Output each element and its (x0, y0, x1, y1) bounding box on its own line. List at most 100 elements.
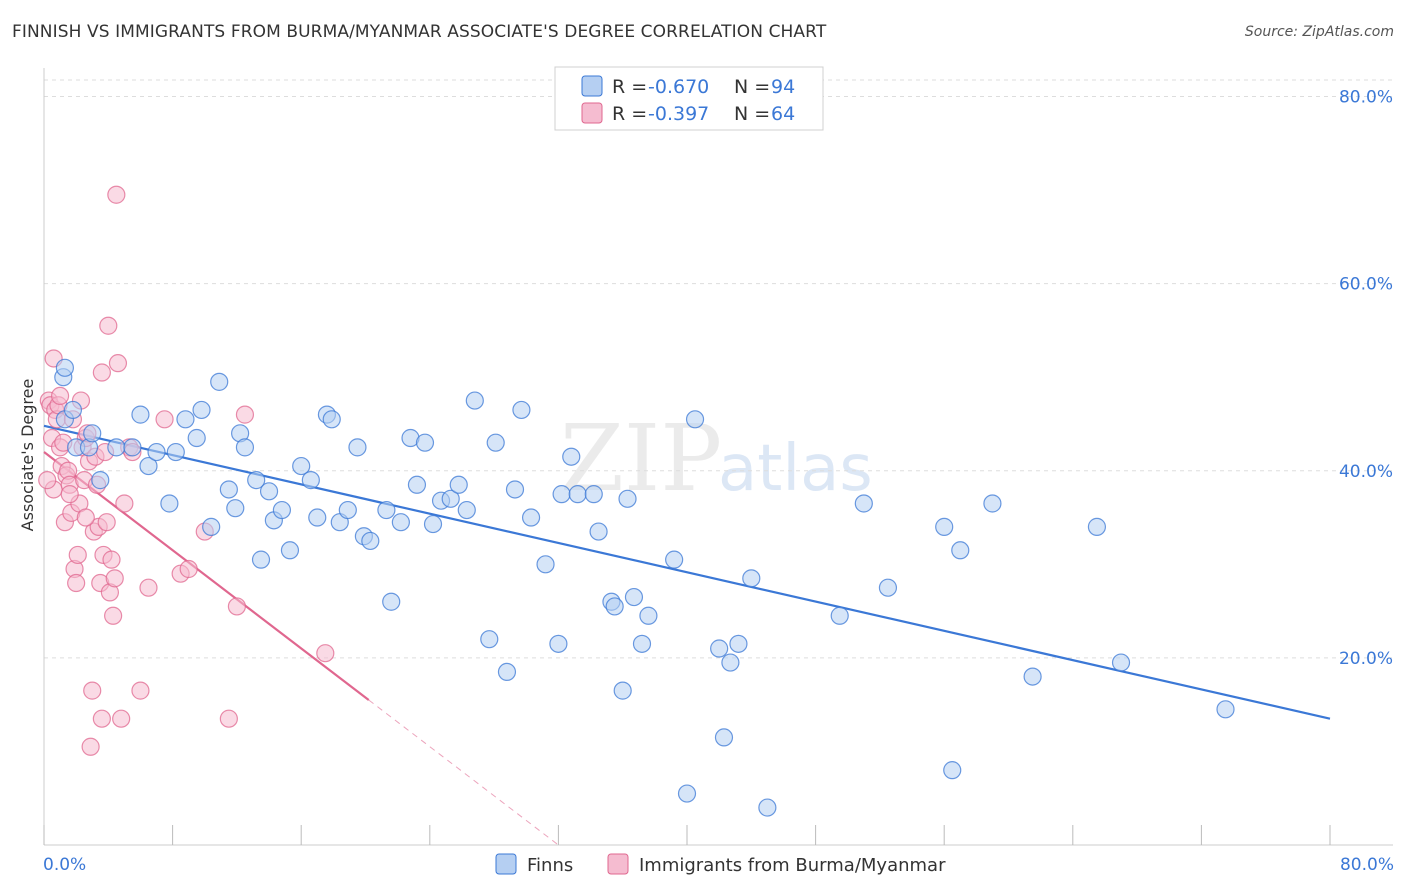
burma-point (83, 681, 102, 700)
x-tick-label-min: 0.0% (43, 855, 86, 875)
burma-point (115, 494, 134, 513)
finns-point (714, 728, 734, 747)
finns-point (259, 482, 279, 501)
finns-point (584, 485, 603, 504)
finns-point (562, 447, 581, 466)
finns-point (1087, 517, 1107, 536)
stats-legend-swatch-finns (581, 75, 603, 97)
chart-title: FINNISH VS IMMIGRANTS FROM BURMA/MYANMAR… (12, 22, 827, 42)
finns-point (677, 784, 697, 803)
stats-legend-swatch-burma (581, 102, 603, 124)
burma-point (67, 573, 86, 593)
finns-point (685, 410, 705, 429)
finns-point (549, 634, 568, 653)
finns-point (251, 550, 271, 569)
stats-n-label-burma: N = (734, 103, 776, 125)
legend-label-burma: Immigrants from Burma/Myanmar (639, 855, 946, 876)
finns-point (983, 494, 1002, 513)
burma-point (102, 550, 121, 569)
burma-point (235, 405, 255, 424)
finns-point (878, 578, 898, 597)
finns-point (382, 592, 401, 611)
burma-point (60, 485, 79, 504)
finns-point (131, 405, 150, 424)
finns-point (486, 433, 505, 452)
finns-point (589, 522, 608, 541)
finns-point (292, 456, 311, 476)
finns-point (348, 438, 367, 457)
finns-point (552, 485, 571, 504)
finns-point (166, 442, 185, 462)
axes: 20.0% 40.0% 60.0% 80.0% (43, 68, 1393, 846)
y-tick-label: 20.0% (1339, 649, 1393, 669)
stats-r-value-burma: -0.397 (648, 103, 709, 125)
finns-point (632, 634, 652, 653)
finns-point (951, 541, 970, 560)
finns-point (854, 494, 873, 513)
burma-point (227, 597, 246, 616)
burma-point (81, 737, 100, 756)
finns-point (322, 410, 341, 429)
finns-point (605, 597, 624, 616)
finns-point (247, 471, 266, 490)
burma-trend-extension (368, 699, 559, 846)
watermark: ZIP atlas (560, 405, 873, 512)
finns-point (505, 480, 525, 499)
burma-point (139, 578, 158, 597)
finns-point (639, 606, 658, 625)
finns-point (202, 517, 221, 536)
finns-point (512, 400, 531, 420)
finns-point (618, 489, 637, 508)
finns-point (176, 410, 195, 429)
finns-point (729, 634, 748, 653)
finns-point (1023, 667, 1042, 686)
finns-point (521, 508, 541, 527)
burma-point (92, 709, 111, 728)
finns-point (301, 471, 320, 490)
burma-point (50, 386, 70, 405)
finns-point (830, 606, 849, 625)
finns-point (665, 550, 684, 569)
burma-point (105, 569, 124, 588)
finns-point (187, 428, 206, 448)
stats-legend: R = -0.670 N = 94 R = -0.397 N = 64 (554, 66, 824, 131)
data-points (38, 185, 1235, 817)
stats-n-label-finns: N = (734, 76, 776, 98)
burma-point (76, 508, 95, 527)
finns-point (624, 587, 644, 607)
burma-point (104, 606, 123, 625)
finns-point (943, 761, 962, 780)
finns-point (308, 508, 327, 527)
finns-point (272, 500, 292, 520)
finns-point (423, 514, 443, 534)
y-axis-title: Associate's Degree (18, 379, 37, 532)
legend-label-finns: Finns (527, 855, 573, 876)
y-tick-label: 40.0% (1339, 462, 1393, 482)
legend-swatch-burma (607, 853, 629, 875)
burma-point (179, 559, 198, 579)
watermark-atlas: atlas (718, 432, 873, 506)
burma-point (97, 513, 116, 532)
finns-point (407, 475, 427, 494)
finns-point (160, 494, 179, 513)
finns-point (107, 438, 126, 457)
finns-point (219, 480, 238, 499)
finns-point (721, 653, 740, 672)
finns-point (147, 442, 166, 462)
finns-point (55, 358, 74, 377)
burma-point (38, 471, 57, 490)
finns-point (441, 489, 460, 508)
finns-point (480, 630, 499, 649)
series-legend: Finns Immigrants from Burma/Myanmar (495, 853, 946, 876)
finns-point (123, 438, 142, 457)
burma-point (316, 644, 335, 663)
gridlines (44, 79, 1393, 659)
source-label: Source: ZipAtlas.com (1244, 24, 1394, 40)
finns-point (83, 424, 102, 443)
burma-point (108, 354, 128, 373)
finns-point (935, 517, 954, 536)
finns-point (210, 372, 229, 391)
finns-point (449, 475, 468, 494)
finns-point (63, 400, 83, 420)
